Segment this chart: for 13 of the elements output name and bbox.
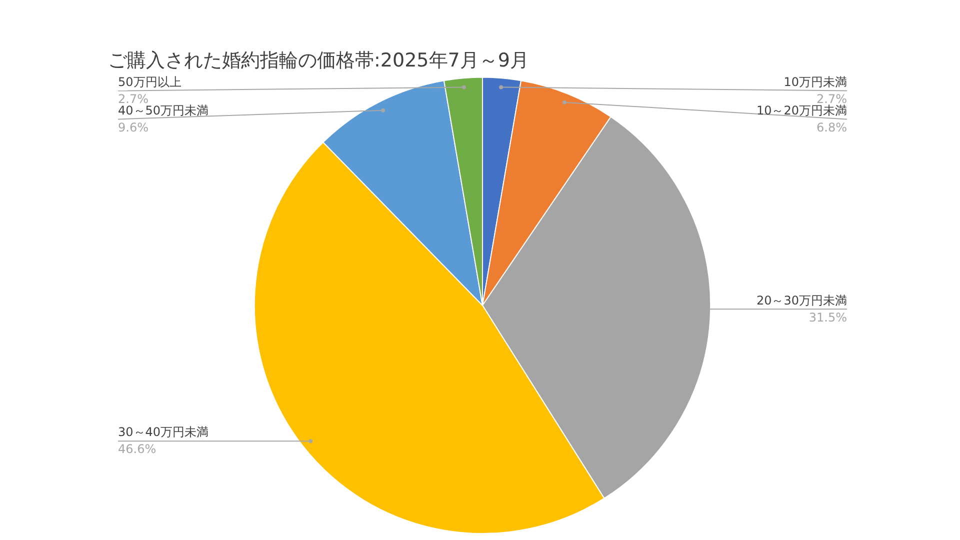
chart-title: ご購入された婚約指輪の価格帯:2025年7月～9月 — [108, 49, 529, 72]
data-label: 31.5% — [808, 310, 847, 324]
data-label: 9.6% — [118, 120, 148, 134]
slice-label: 30～40万円未満 — [118, 425, 209, 440]
slice-label: 10～20万円未満 — [756, 103, 847, 118]
slice-label: 10万円未満 — [784, 74, 847, 89]
slice-label: 20～30万円未満 — [756, 293, 847, 308]
slice-label: 50万円以上 — [118, 74, 182, 89]
data-label: 2.7% — [816, 92, 847, 106]
data-label: 46.6% — [118, 442, 156, 456]
data-label: 2.7% — [118, 92, 148, 106]
data-label: 6.8% — [816, 120, 847, 134]
slice-label: 40～50万円未満 — [118, 103, 209, 118]
